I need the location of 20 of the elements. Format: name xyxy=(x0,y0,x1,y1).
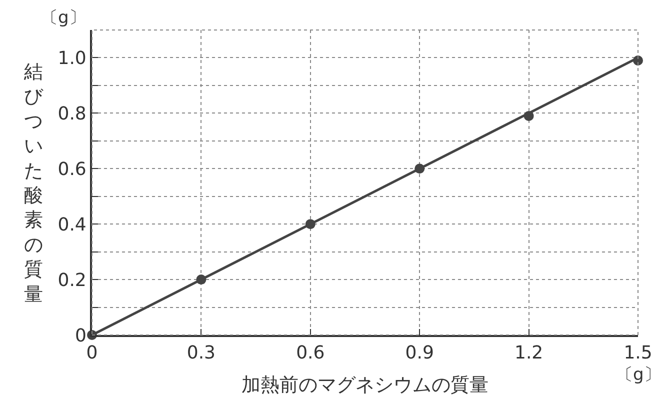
y-tick-label: 0 xyxy=(74,325,86,346)
y-tick-label: 1.0 xyxy=(58,48,86,70)
x-tick-label: 0.9 xyxy=(405,342,434,364)
x-axis-title: 加熱前のマグネシウムの質量 xyxy=(242,374,488,396)
x-tick-label: 1.2 xyxy=(514,342,544,364)
y-tick-label: 0.2 xyxy=(58,270,86,291)
point xyxy=(305,219,316,230)
x-tick-label: 0.6 xyxy=(296,342,325,364)
text: 〔g〕 xyxy=(616,365,661,385)
text: 結びついた酸素の質量 xyxy=(24,61,43,306)
y-tick-label: 0.6 xyxy=(58,158,86,180)
y-tick-label: 0.8 xyxy=(58,103,86,124)
y-tick-label: 0.4 xyxy=(58,214,86,236)
point xyxy=(196,274,206,285)
x-tick-label: 0.3 xyxy=(186,342,216,364)
x-tick-label: 1.5 xyxy=(624,342,652,364)
point xyxy=(633,56,643,66)
point xyxy=(414,164,425,174)
text: 〔g〕 xyxy=(41,8,86,28)
point xyxy=(524,110,534,121)
